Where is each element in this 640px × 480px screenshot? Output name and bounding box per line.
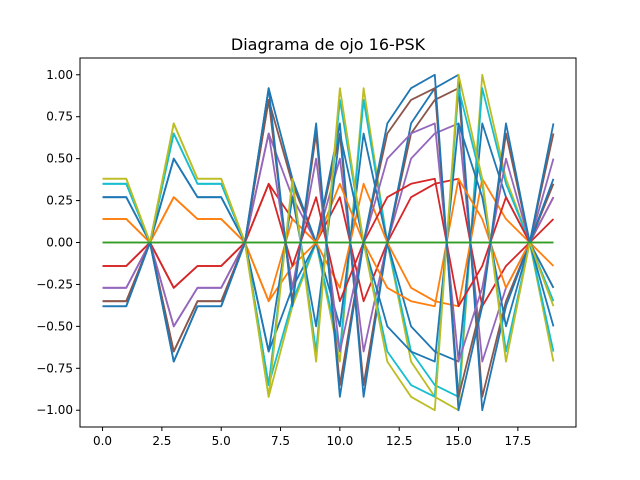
series-line-18 — [102, 73, 555, 412]
y-tick-label: −0.25 — [36, 277, 73, 291]
x-tick-label: 2.5 — [152, 434, 171, 448]
y-tick-label: 1.00 — [46, 68, 73, 82]
x-tick-label: 5.0 — [212, 434, 231, 448]
x-tick-label: 12.5 — [386, 434, 413, 448]
x-axis: 0.0 2.5 5.0 7.5 10.0 12.5 15.0 17.5 — [93, 427, 531, 448]
y-tick-label: 0.50 — [46, 152, 73, 166]
series-line-11 — [102, 177, 555, 308]
y-tick-label: 0.75 — [46, 110, 73, 124]
y-axis: 1.00 0.75 0.50 0.25 0.00 −0.25 −0.50 −0.75 −1.00 — [36, 68, 80, 417]
series-line-14 — [102, 73, 555, 412]
y-tick-label: −1.00 — [36, 403, 73, 417]
y-tick-label: 0.25 — [46, 194, 73, 208]
x-tick-label: 7.5 — [271, 434, 290, 448]
chart-title: Diagrama de ojo 16-PSK — [231, 35, 426, 54]
y-tick-label: −0.75 — [36, 361, 73, 375]
x-tick-label: 10.0 — [327, 434, 354, 448]
series-layer — [102, 73, 555, 412]
y-tick-label: 0.00 — [46, 236, 73, 250]
x-tick-label: 17.5 — [504, 434, 531, 448]
y-tick-label: −0.50 — [36, 319, 73, 333]
x-tick-label: 15.0 — [445, 434, 472, 448]
x-tick-label: 0.0 — [93, 434, 112, 448]
